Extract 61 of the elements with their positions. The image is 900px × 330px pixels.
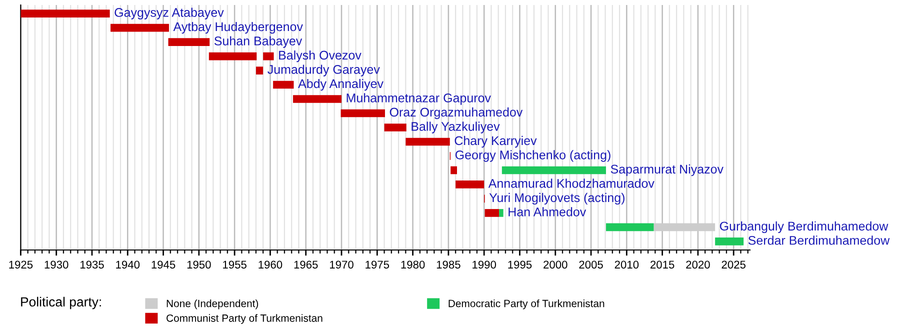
annotation: Annamurad Khodzhamuradov [488, 178, 654, 188]
bar [406, 138, 450, 146]
annotation: Suhan Babayev [214, 36, 302, 48]
bar [273, 80, 294, 89]
bar [502, 166, 606, 174]
x-tick-label: 1980 [401, 260, 425, 269]
annotation: Aytbay Hudaybergenov [173, 22, 303, 34]
annotation: Gurbanguly Berdimuhamedow [720, 221, 888, 234]
legend-label: Democratic Party of Turkmenistan [448, 300, 604, 310]
bar [484, 209, 500, 217]
x-tick-label: 1960 [258, 260, 282, 269]
x-tick-label: 2010 [614, 260, 639, 269]
bar [606, 223, 654, 232]
x-tick-label: 1955 [223, 260, 246, 269]
x-tick-label: 2015 [650, 260, 674, 269]
bar [654, 223, 716, 232]
legend-title: Political party: [21, 296, 101, 310]
x-tick-label: 2025 [722, 260, 746, 269]
annotation: Bally Yazkuliyev [412, 122, 500, 134]
x-tick-label: 2020 [686, 260, 710, 269]
annotation: Han Ahmedov [508, 207, 586, 216]
bar [293, 95, 342, 103]
x-tick-label: 1970 [330, 260, 354, 269]
bar [499, 209, 504, 217]
annotation: Yuri Mogilyovets (acting) [489, 192, 624, 205]
bar [384, 124, 406, 132]
x-tick-label: 2005 [579, 260, 603, 269]
bar [256, 66, 264, 74]
x-tick-label: 1965 [294, 260, 318, 269]
annotation: Gaygysyz Atabayev [114, 8, 224, 20]
x-tick-label: 1995 [508, 260, 532, 269]
legend-label: None (Independent) [166, 300, 258, 310]
bar [340, 109, 385, 118]
bar [110, 24, 169, 32]
x-tick-label: 1925 [9, 260, 33, 269]
bar [715, 238, 744, 246]
annotation: Balysh Ovezov [279, 50, 362, 62]
annotation: Abdy Annaliyev [298, 78, 384, 91]
x-tick-label: 1940 [116, 260, 140, 269]
annotation: Georgy Mishchenko (acting) [455, 150, 610, 162]
annotation: Saparmurat Niyazov [610, 164, 724, 176]
x-tick-label: 1935 [80, 260, 104, 269]
bar [263, 52, 274, 60]
bar [208, 52, 257, 60]
x-tick-label: 1975 [366, 260, 390, 269]
bar [456, 180, 484, 188]
annotation: Muhammetnazar Gapurov [346, 93, 491, 105]
bar [450, 166, 457, 174]
bar [20, 10, 110, 18]
x-tick-label: 1930 [44, 260, 68, 269]
x-tick-label: 1985 [436, 260, 460, 269]
annotation: Serdar Berdimuhamedow [748, 236, 890, 245]
annotation: Jumadurdy Garayev [268, 64, 380, 76]
annotation: Chary Karryiev [454, 136, 537, 148]
x-tick-label: 2000 [544, 260, 568, 269]
x-tick-label: 1945 [152, 260, 176, 269]
x-tick-label: 1990 [472, 260, 496, 269]
annotation: Oraz Orgazmuhamedov [390, 107, 523, 120]
bar [168, 38, 210, 46]
legend-label: Communist Party of Turkmenistan [166, 314, 322, 324]
x-tick-label: 1950 [187, 260, 211, 269]
